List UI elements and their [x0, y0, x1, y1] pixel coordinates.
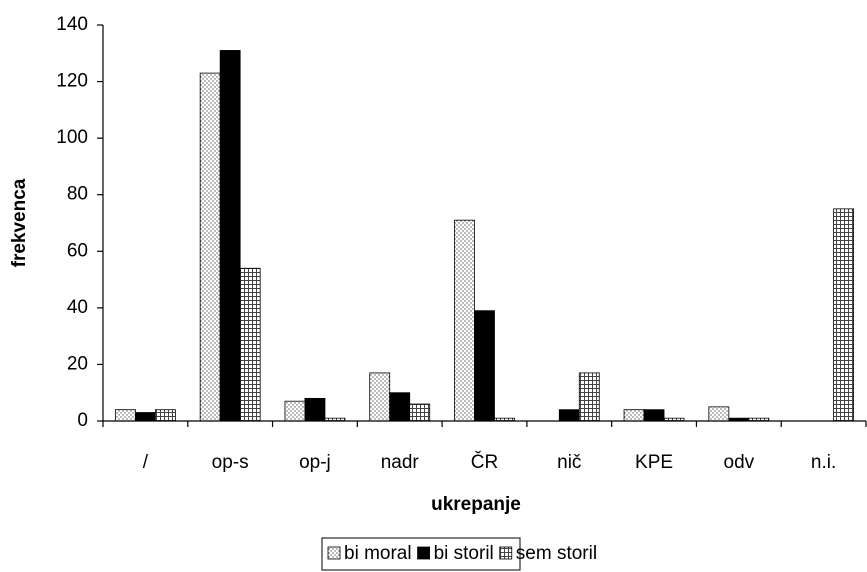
y-tick-label: 0 — [77, 410, 88, 431]
bar — [369, 372, 391, 422]
legend-swatch — [417, 546, 430, 560]
legend-swatch — [499, 546, 513, 560]
legend-label: sem storil — [516, 543, 597, 564]
bar — [389, 392, 411, 422]
y-tick-label: 120 — [56, 71, 88, 92]
x-tick-label: / — [143, 452, 149, 473]
bar — [643, 409, 665, 422]
y-axis-title: frekvenca — [9, 178, 30, 267]
y-tick-label: 20 — [67, 353, 88, 374]
legend-label: bi storil — [434, 543, 494, 564]
bar — [409, 403, 431, 422]
y-tick-label: 60 — [67, 240, 88, 261]
bar — [454, 219, 475, 422]
bar — [219, 50, 241, 422]
bar — [304, 397, 326, 422]
x-tick-label: KPE — [635, 452, 673, 473]
bar — [134, 412, 156, 422]
bar — [833, 208, 855, 422]
y-tick-label: 100 — [56, 127, 88, 148]
x-axis-title: ukrepanje — [431, 494, 521, 515]
y-tick-label: 40 — [67, 297, 88, 318]
bar — [284, 400, 306, 422]
bar — [558, 409, 580, 422]
bar — [154, 409, 176, 422]
bar — [199, 72, 221, 422]
y-tick-label: 140 — [56, 14, 88, 35]
bar — [239, 267, 261, 422]
x-tick-label: ČR — [471, 451, 498, 473]
bar — [708, 406, 730, 422]
bar — [578, 372, 600, 422]
x-tick-label: nič — [557, 452, 581, 473]
y-tick-label: 80 — [67, 184, 88, 205]
legend-label: bi moral — [344, 543, 412, 564]
x-tick-label: n.i. — [811, 452, 836, 473]
x-tick-label: odv — [724, 452, 755, 473]
x-tick-label: nadr — [381, 452, 420, 473]
x-tick-label: op-j — [299, 452, 331, 473]
bar — [623, 409, 645, 422]
x-tick-label: op-s — [212, 452, 249, 473]
bar — [474, 310, 495, 422]
bar — [114, 409, 136, 422]
legend-swatch — [327, 546, 341, 560]
